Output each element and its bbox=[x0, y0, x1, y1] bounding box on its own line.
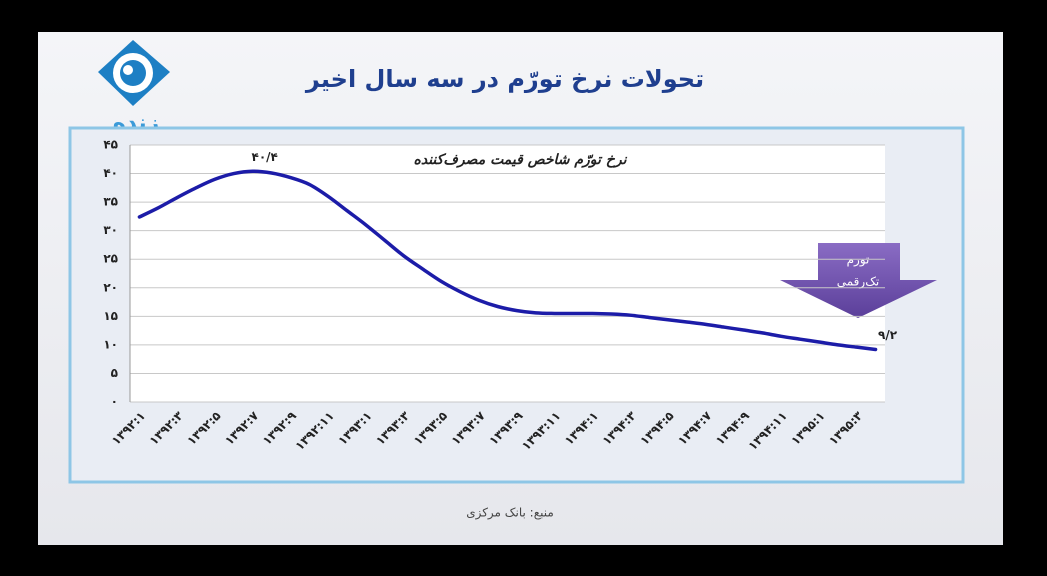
annotation-line: تورم bbox=[847, 253, 870, 268]
annotation-line: تک‌رقمی bbox=[837, 275, 880, 290]
y-tick-label: ۲۵ bbox=[103, 252, 118, 266]
y-tick-label: ۴۰ bbox=[103, 166, 118, 180]
data-label: ۹/۲ bbox=[878, 328, 898, 342]
y-tick-label: ۲۰ bbox=[103, 280, 118, 294]
y-tick-label: ۱۵ bbox=[103, 309, 118, 323]
source: منبع: بانک مرکزی bbox=[466, 506, 554, 521]
y-tick-label: ۱۰ bbox=[103, 337, 118, 351]
y-tick-label: ۰ bbox=[111, 395, 118, 409]
plot-area bbox=[130, 145, 885, 402]
logo: زنده bbox=[98, 40, 170, 136]
slide-title: تحولات نرخ تورّم در سه سال اخیر bbox=[305, 65, 704, 93]
y-tick-label: ۳۵ bbox=[103, 195, 118, 209]
data-label: ۴۰/۴ bbox=[252, 150, 278, 164]
line bbox=[137, 169, 878, 352]
chart-title: نرخ تورّم شاخص قیمت مصرف‌کننده bbox=[414, 152, 628, 168]
y-tick-label: ۵ bbox=[111, 366, 118, 380]
y-tick-label: ۳۰ bbox=[103, 223, 118, 237]
y-tick-label: ۴۵ bbox=[103, 138, 118, 152]
annotation-arrow bbox=[780, 243, 937, 318]
